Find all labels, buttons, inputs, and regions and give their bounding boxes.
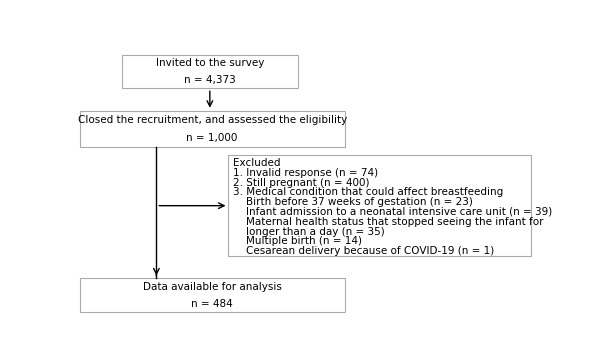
Text: Cesarean delivery because of COVID-19 (n = 1): Cesarean delivery because of COVID-19 (n…: [233, 246, 494, 256]
Text: 1. Invalid response (n = 74): 1. Invalid response (n = 74): [233, 168, 378, 178]
FancyBboxPatch shape: [80, 111, 344, 147]
Text: Infant admission to a neonatal intensive care unit (n = 39): Infant admission to a neonatal intensive…: [233, 207, 553, 217]
Text: 3. Medical condition that could affect breastfeeding: 3. Medical condition that could affect b…: [233, 187, 503, 197]
Text: Invited to the survey: Invited to the survey: [155, 58, 264, 68]
Text: Data available for analysis: Data available for analysis: [143, 282, 281, 292]
FancyBboxPatch shape: [121, 55, 298, 88]
FancyBboxPatch shape: [80, 278, 344, 312]
Text: longer than a day (n = 35): longer than a day (n = 35): [233, 227, 385, 237]
Text: n = 484: n = 484: [191, 298, 233, 309]
Text: Excluded: Excluded: [233, 158, 281, 168]
Text: Maternal health status that stopped seeing the infant for: Maternal health status that stopped seei…: [233, 217, 544, 227]
Text: Birth before 37 weeks of gestation (n = 23): Birth before 37 weeks of gestation (n = …: [233, 197, 473, 207]
FancyBboxPatch shape: [229, 155, 531, 256]
Text: Closed the recruitment, and assessed the eligibility: Closed the recruitment, and assessed the…: [77, 115, 347, 125]
Text: n = 1,000: n = 1,000: [187, 133, 238, 143]
Text: n = 4,373: n = 4,373: [184, 75, 236, 85]
Text: 2. Still pregnant (n = 400): 2. Still pregnant (n = 400): [233, 178, 370, 188]
Text: Multiple birth (n = 14): Multiple birth (n = 14): [233, 236, 362, 246]
